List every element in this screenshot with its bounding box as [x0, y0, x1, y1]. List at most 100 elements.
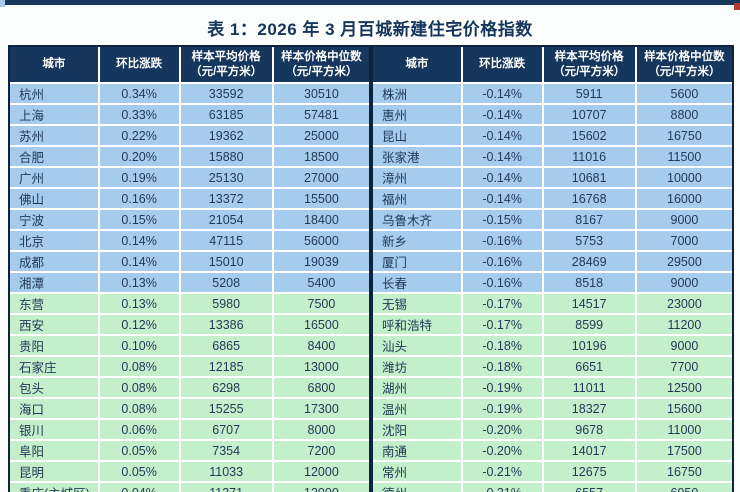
- table-row: 佛山 0.16% 13372 15500: [10, 187, 369, 208]
- col-header-city: 城市: [373, 47, 463, 82]
- table-row: 潍坊 -0.18% 6651 7700: [373, 355, 732, 376]
- cell-change: 0.13%: [100, 294, 181, 313]
- cell-avg-price: 12675: [544, 462, 637, 481]
- cell-median-price: 16750: [667, 464, 702, 479]
- cell-change: -0.15%: [463, 210, 544, 229]
- table-row: 沈阳 -0.20% 9678 11000: [373, 418, 732, 439]
- cell-city: 潍坊: [373, 357, 463, 376]
- cell-city: 福州: [373, 189, 463, 208]
- cell-median-price: 7500: [307, 296, 336, 311]
- cell-median-price: 23000: [667, 296, 702, 311]
- cell-city: 温州: [373, 399, 463, 418]
- cell-city: 银川: [10, 420, 100, 439]
- cell-city: 广州: [10, 168, 100, 187]
- cell-avg-price: 5208: [181, 273, 274, 292]
- cell-median-price: 10000: [667, 170, 702, 185]
- table-row: 东营 0.13% 5980 7500: [10, 292, 369, 313]
- table-row: 汕头 -0.18% 10196 9000: [373, 334, 732, 355]
- cell-median-price: 7000: [670, 233, 699, 248]
- cell-avg-price: 12185: [181, 357, 274, 376]
- table-row: 株洲 -0.14% 5911 5600: [373, 82, 732, 103]
- cell-change: 0.08%: [100, 378, 181, 397]
- cell-city: 沈阳: [373, 420, 463, 439]
- cell-city: 石家庄: [10, 357, 100, 376]
- cell-median-price: 13000: [304, 359, 339, 374]
- cell-city: 湖州: [373, 378, 463, 397]
- cell-change: 0.22%: [100, 126, 181, 145]
- table-row: 包头 0.08% 6298 6800: [10, 376, 369, 397]
- cell-change: 0.06%: [100, 420, 181, 439]
- price-index-table: 城市 环比涨跌 样本平均价格 （元/平方米） 样本价格中位数 （元/平方米） 杭…: [8, 45, 734, 492]
- cell-median-price: 18500: [304, 149, 339, 164]
- cell-avg-price: 15010: [181, 252, 274, 271]
- cell-city: 北京: [10, 231, 100, 250]
- col-header-avg-line1: 样本平均价格: [191, 51, 261, 64]
- cell-avg-price: 63185: [181, 105, 274, 124]
- table-row: 上海 0.33% 63185 57481: [10, 103, 369, 124]
- cell-median-price: 29500: [667, 254, 702, 269]
- col-header-median-line1: 样本价格中位数: [644, 51, 725, 64]
- cell-median-price: 13000: [274, 483, 369, 492]
- cell-change: -0.14%: [463, 147, 544, 166]
- col-header-median-line1: 样本价格中位数: [281, 51, 362, 64]
- col-header-median-price: 样本价格中位数 （元/平方米）: [637, 47, 732, 82]
- cell-city: 乌鲁木齐: [373, 210, 463, 229]
- cell-change: -0.19%: [463, 399, 544, 418]
- cell-city: 汕头: [373, 336, 463, 355]
- col-header-change-label: 环比涨跌: [479, 58, 526, 71]
- cell-median-price: 30510: [304, 86, 339, 101]
- cell-avg-price: 16768: [544, 189, 637, 208]
- table-row: 阜阳 0.05% 7354 7200: [10, 439, 369, 460]
- col-header-city: 城市: [10, 47, 100, 82]
- cell-change: 0.04%: [100, 483, 181, 492]
- table-row: 湖州 -0.19% 11011 12500: [373, 376, 732, 397]
- cell-median-price: 8000: [307, 422, 336, 437]
- cell-change: 0.12%: [100, 315, 181, 334]
- cell-median-price: 19039: [304, 254, 339, 269]
- cell-city: 合肥: [10, 147, 100, 166]
- cell-avg-price: 15255: [181, 399, 274, 418]
- cell-city: 贵阳: [10, 336, 100, 355]
- table-row: 成都 0.14% 15010 19039: [10, 250, 369, 271]
- table-row: 合肥 0.20% 15880 18500: [10, 145, 369, 166]
- cell-city: 无锡: [373, 294, 463, 313]
- cell-change: -0.20%: [463, 420, 544, 439]
- cell-median-price: 16000: [667, 191, 702, 206]
- table-row: 西安 0.12% 13386 16500: [10, 313, 369, 334]
- right-table: 城市 环比涨跌 样本平均价格 （元/平方米） 样本价格中位数 （元/平方米） 株…: [373, 47, 732, 492]
- cell-city: 厦门: [373, 252, 463, 271]
- cell-city: 包头: [10, 378, 100, 397]
- cell-avg-price: 15602: [544, 126, 637, 145]
- cell-avg-price: 25130: [181, 168, 274, 187]
- cell-city: 海口: [10, 399, 100, 418]
- cell-median-price: 12000: [304, 464, 339, 479]
- cell-median-price: 17500: [667, 443, 702, 458]
- cell-median-price: 6800: [307, 380, 336, 395]
- cell-median-price: 11500: [667, 149, 702, 164]
- cell-avg-price: 5753: [544, 231, 637, 250]
- cell-avg-price: 5911: [544, 84, 637, 103]
- cell-city: 昆山: [373, 126, 463, 145]
- left-table-body: 杭州 0.34% 33592 30510 上海 0.33% 63185 57481 苏州 0.22…: [10, 82, 369, 492]
- cell-avg-price: 6707: [181, 420, 274, 439]
- col-header-avg-line2: （元/平方米）: [553, 65, 626, 78]
- table-row: 无锡 -0.17% 14517 23000: [373, 292, 732, 313]
- cell-avg-price: 14017: [544, 441, 637, 460]
- cell-change: -0.18%: [463, 357, 544, 376]
- top-right-accent: [734, 3, 740, 10]
- cell-change: -0.21%: [463, 462, 544, 481]
- cell-change: 0.08%: [100, 399, 181, 418]
- cell-median-price: 16750: [667, 128, 702, 143]
- table-row: 杭州 0.34% 33592 30510: [10, 82, 369, 103]
- table-row: 温州 -0.19% 18327 15600: [373, 397, 732, 418]
- col-header-avg-line2: （元/平方米）: [190, 65, 263, 78]
- cell-median-price: 5600: [670, 86, 699, 101]
- cell-median-price: 27000: [304, 170, 339, 185]
- cell-city: 新乡: [373, 231, 463, 250]
- cell-change: 0.13%: [100, 273, 181, 292]
- top-left-accent: [0, 0, 5, 7]
- cell-median-price: 15600: [667, 401, 702, 416]
- table-row: 银川 0.06% 6707 8000: [10, 418, 369, 439]
- cell-city: 漳州: [373, 168, 463, 187]
- cell-city: 东营: [10, 294, 100, 313]
